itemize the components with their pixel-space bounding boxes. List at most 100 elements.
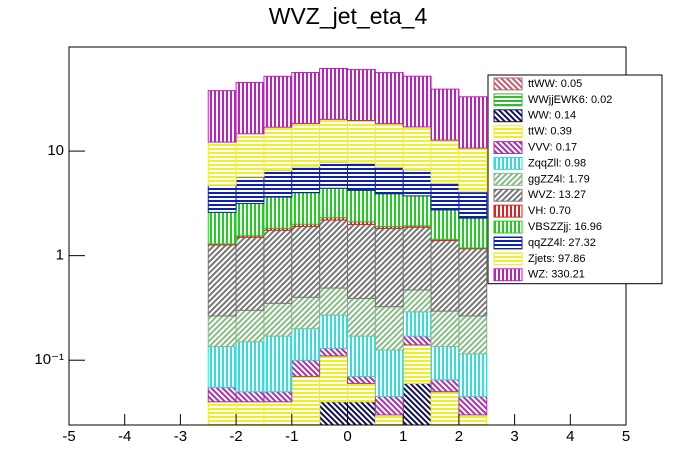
- hist-segment: [235, 81, 265, 135]
- legend-label: qqZZ4l: 27.32: [528, 237, 596, 249]
- hist-segment: [291, 72, 321, 124]
- x-tick-label: -3: [174, 428, 187, 445]
- hist-segment: [402, 195, 432, 227]
- hist-segment: [430, 346, 460, 381]
- hist-segment: [319, 187, 348, 219]
- hist-segment: [458, 315, 488, 355]
- legend-swatch: [493, 109, 523, 123]
- hist-segment: [402, 226, 432, 291]
- hist-segment: [319, 347, 348, 357]
- hist-segment: [235, 133, 265, 178]
- hist-segment: [291, 296, 321, 330]
- hist-segment: [207, 184, 237, 213]
- hist-segment: [374, 193, 404, 227]
- legend-label: WW: 0.14: [528, 110, 576, 122]
- hist-segment: [235, 341, 265, 393]
- hist-segment: [319, 118, 348, 163]
- hist-segment: [374, 166, 404, 195]
- hist-segment: [347, 382, 376, 403]
- hist-segment: [347, 223, 376, 299]
- legend-label: WWjjEWK6: 0.02: [528, 94, 612, 106]
- hist-segment: [291, 192, 321, 225]
- legend-label: VH: 0.70: [528, 205, 571, 217]
- legend-label: WZ: 330.21: [528, 269, 585, 281]
- hist-segment: [235, 203, 265, 237]
- hist-segment: [402, 126, 432, 171]
- hist-segment: [430, 240, 460, 312]
- hist-segment: [347, 189, 376, 223]
- legend-swatch: [493, 268, 523, 282]
- hist-segment: [430, 379, 460, 393]
- hist-segment: [458, 353, 488, 397]
- legend-swatch: [493, 141, 523, 155]
- hist-segment: [291, 122, 321, 168]
- hist-segment: [291, 359, 321, 377]
- legend-label: VBSZZjj: 16.96: [528, 221, 602, 233]
- y-tick-label: 10: [47, 142, 64, 159]
- legend-swatch: [493, 77, 523, 91]
- hist-segment: [291, 166, 321, 194]
- hist-segment: [430, 88, 460, 141]
- x-tick-label: -5: [62, 428, 75, 445]
- x-tick-label: 0: [343, 428, 351, 445]
- hist-segment: [291, 226, 321, 298]
- hist-segment: [235, 236, 265, 311]
- hist-segment: [263, 391, 293, 403]
- legend-swatch: [493, 188, 523, 202]
- legend-swatch: [493, 93, 523, 107]
- hist-segment: [402, 289, 432, 313]
- hist-segment: [263, 196, 293, 229]
- hist-segment: [402, 169, 432, 197]
- hist-segment: [347, 120, 376, 164]
- hist-segment: [263, 126, 293, 171]
- legend-label: Zjets: 97.86: [528, 253, 585, 265]
- hist-segment: [263, 229, 293, 304]
- hist-segment: [374, 227, 404, 308]
- legend-label: WVZ: 13.27: [528, 189, 586, 201]
- legend-swatch: [493, 125, 523, 139]
- legend-swatch: [493, 252, 523, 266]
- hist-segment: [207, 244, 237, 317]
- hist-segment: [347, 335, 376, 377]
- y-tick-label: 1: [56, 247, 64, 264]
- x-tick-label: -1: [285, 428, 298, 445]
- plot-area: [207, 67, 488, 425]
- hist-segment: [207, 211, 237, 245]
- hist-segment: [402, 75, 432, 128]
- x-tick-label: 4: [566, 428, 574, 445]
- hist-segment: [430, 209, 460, 240]
- legend-label: ggZZ4l: 1.79: [528, 173, 590, 185]
- hist-segment: [319, 219, 348, 289]
- hist-segment: [235, 391, 265, 403]
- hist-segment: [374, 395, 404, 416]
- y-tick-label: 10⁻¹: [34, 351, 64, 368]
- legend-label: VVV: 0.17: [528, 141, 577, 153]
- hist-segment: [263, 169, 293, 198]
- x-tick-label: -4: [118, 428, 131, 445]
- x-tick-label: 5: [622, 428, 630, 445]
- hist-segment: [458, 248, 488, 317]
- legend-swatch: [493, 172, 523, 186]
- legend-label: ttW: 0.39: [528, 126, 572, 138]
- hist-segment: [347, 297, 376, 337]
- hist-segment: [263, 335, 293, 393]
- hist-segment: [347, 69, 376, 122]
- hist-segment: [402, 335, 432, 346]
- hist-segment: [430, 139, 460, 184]
- hist-segment: [402, 344, 432, 384]
- hist-segment: [458, 96, 488, 149]
- chart-title: WVZ_jet_eta_4: [269, 3, 428, 29]
- hist-segment: [430, 182, 460, 211]
- hist-segment: [319, 161, 348, 189]
- hist-segment: [207, 386, 237, 403]
- x-tick-label: 2: [455, 428, 463, 445]
- x-tick-label: -2: [229, 428, 242, 445]
- hist-segment: [374, 72, 404, 125]
- hist-segment: [458, 217, 488, 249]
- hist-segment: [458, 191, 488, 219]
- hist-segment: [207, 346, 237, 388]
- hist-segment: [263, 302, 293, 337]
- hist-segment: [263, 75, 293, 128]
- legend-swatch: [493, 236, 523, 250]
